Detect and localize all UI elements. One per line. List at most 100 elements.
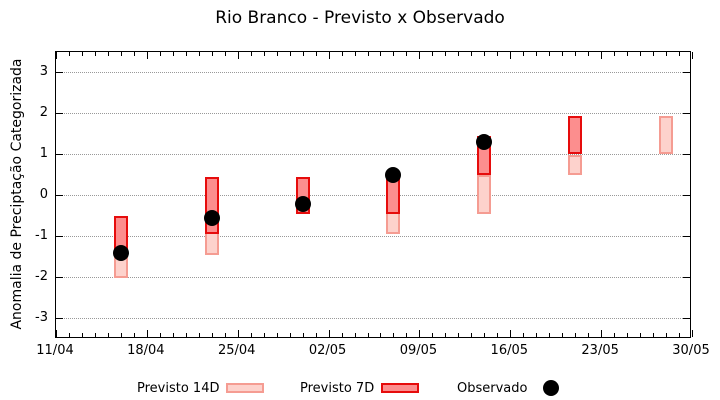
x-major-tick bbox=[328, 52, 330, 59]
y-tick-label: -2 bbox=[35, 268, 48, 284]
x-major-tick bbox=[692, 52, 693, 59]
y-gridline bbox=[57, 153, 689, 155]
x-minor-tick bbox=[627, 52, 629, 56]
y-major-tick bbox=[56, 194, 63, 196]
x-minor-tick bbox=[107, 333, 109, 337]
y-tick-label: -1 bbox=[35, 227, 48, 243]
x-major-tick bbox=[419, 52, 421, 59]
x-minor-tick bbox=[94, 52, 96, 56]
x-minor-tick bbox=[653, 52, 655, 56]
chart-title: Rio Branco - Previsto x Observado bbox=[215, 8, 505, 28]
x-minor-tick bbox=[81, 52, 83, 56]
x-minor-tick bbox=[562, 333, 564, 337]
x-minor-tick bbox=[393, 52, 395, 56]
x-minor-tick bbox=[679, 333, 681, 337]
x-minor-tick bbox=[185, 52, 187, 56]
x-minor-tick bbox=[640, 52, 642, 56]
x-minor-tick bbox=[341, 52, 343, 56]
x-minor-tick bbox=[172, 52, 174, 56]
y-major-tick bbox=[683, 235, 690, 237]
y-major-tick bbox=[683, 276, 690, 278]
x-tick-label: 09/05 bbox=[399, 343, 438, 358]
x-minor-tick bbox=[250, 333, 252, 337]
x-minor-tick bbox=[588, 333, 590, 337]
x-minor-tick bbox=[341, 333, 343, 337]
x-minor-tick bbox=[393, 333, 395, 337]
x-minor-tick bbox=[133, 333, 135, 337]
y-gridline bbox=[57, 71, 689, 73]
x-minor-tick bbox=[588, 52, 590, 56]
observado-dot bbox=[294, 195, 311, 212]
x-minor-tick bbox=[523, 52, 525, 56]
x-minor-tick bbox=[367, 333, 369, 337]
x-minor-tick bbox=[68, 52, 70, 56]
x-minor-tick bbox=[302, 333, 304, 337]
x-major-tick bbox=[237, 52, 239, 59]
bar-previsto-7d bbox=[113, 216, 128, 249]
plot-area bbox=[55, 51, 693, 338]
x-minor-tick bbox=[250, 52, 252, 56]
x-minor-tick bbox=[120, 333, 122, 337]
x-major-tick bbox=[510, 330, 512, 337]
x-minor-tick bbox=[198, 333, 200, 337]
x-minor-tick bbox=[367, 52, 369, 56]
x-minor-tick bbox=[380, 333, 382, 337]
x-minor-tick bbox=[159, 52, 161, 56]
x-minor-tick bbox=[224, 333, 226, 337]
y-tick-label: 2 bbox=[39, 104, 48, 120]
x-minor-tick bbox=[471, 333, 473, 337]
x-minor-tick bbox=[679, 52, 681, 56]
x-minor-tick bbox=[159, 333, 161, 337]
x-minor-tick bbox=[445, 333, 447, 337]
x-major-tick bbox=[56, 330, 57, 337]
legend-label-previsto-14d: Previsto 14D bbox=[137, 380, 220, 396]
x-minor-tick bbox=[549, 333, 551, 337]
y-major-tick bbox=[683, 317, 690, 319]
x-minor-tick bbox=[289, 333, 291, 337]
x-minor-tick bbox=[172, 333, 174, 337]
legend: Previsto 14D Previsto 7D Observado bbox=[0, 379, 720, 399]
x-tick-label: 02/05 bbox=[308, 343, 347, 358]
x-minor-tick bbox=[276, 333, 278, 337]
x-minor-tick bbox=[458, 52, 460, 56]
y-major-tick bbox=[683, 71, 690, 73]
y-gridline bbox=[57, 276, 689, 278]
legend-observado-dot-icon bbox=[543, 380, 560, 396]
x-minor-tick bbox=[276, 52, 278, 56]
x-minor-tick bbox=[315, 52, 317, 56]
legend-item-previsto-7d: Previsto 7D bbox=[300, 379, 420, 397]
x-minor-tick bbox=[458, 333, 460, 337]
x-major-tick bbox=[146, 52, 148, 59]
legend-label-observado: Observado bbox=[457, 380, 528, 396]
observado-dot bbox=[385, 167, 402, 183]
x-minor-tick bbox=[536, 52, 538, 56]
x-tick-label: 25/04 bbox=[217, 343, 256, 358]
x-minor-tick bbox=[185, 333, 187, 337]
x-minor-tick bbox=[81, 333, 83, 337]
x-minor-tick bbox=[575, 333, 577, 337]
x-minor-tick bbox=[380, 52, 382, 56]
x-tick-label: 18/04 bbox=[127, 343, 165, 358]
y-major-tick bbox=[683, 112, 690, 114]
x-minor-tick bbox=[653, 333, 655, 337]
x-minor-tick bbox=[575, 52, 577, 56]
x-major-tick bbox=[419, 330, 421, 337]
x-minor-tick bbox=[523, 333, 525, 337]
x-minor-tick bbox=[354, 52, 356, 56]
x-minor-tick bbox=[614, 333, 616, 337]
y-major-tick bbox=[683, 194, 690, 196]
x-minor-tick bbox=[549, 52, 551, 56]
x-major-tick bbox=[510, 52, 512, 59]
x-minor-tick bbox=[263, 333, 265, 337]
y-gridline bbox=[57, 235, 689, 237]
x-minor-tick bbox=[133, 52, 135, 56]
bar-previsto-14d bbox=[477, 175, 492, 214]
bar-previsto-14d bbox=[659, 115, 674, 155]
observado-dot bbox=[476, 134, 493, 151]
y-tick-label: 1 bbox=[39, 145, 48, 161]
x-minor-tick bbox=[120, 52, 122, 56]
x-major-tick bbox=[601, 330, 603, 337]
x-minor-tick bbox=[666, 333, 668, 337]
x-major-tick bbox=[692, 330, 693, 337]
x-tick-label: 16/05 bbox=[490, 343, 529, 358]
